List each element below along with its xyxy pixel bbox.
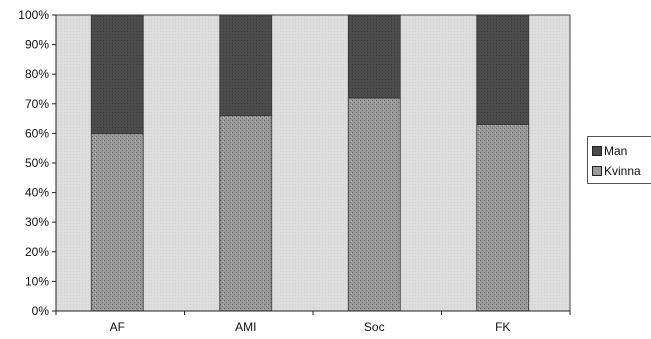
x-tick-label: AF [110,320,125,334]
bar-af-man [90,14,144,134]
y-tick-label: 0% [32,304,50,318]
y-tick-label: 90% [25,38,49,52]
legend-label-kvinna: Kvinna [604,164,641,178]
x-tick-label: Soc [364,320,385,334]
bar-soc-kvinna [347,97,401,312]
y-tick-label: 80% [25,67,49,81]
x-tick-label: FK [495,320,510,334]
bar-fk-man [476,14,530,125]
y-tick-label: 30% [25,215,49,229]
y-tick-label: 50% [25,156,49,170]
bar-fk-kvinna [476,124,530,312]
legend: Man Kvinna [587,136,651,184]
y-tick-label: 20% [25,245,49,259]
y-tick-label: 10% [25,274,49,288]
legend-label-man: Man [604,144,628,158]
y-tick-label: 60% [25,126,49,140]
y-tick-label: 100% [18,8,49,22]
legend-swatch-man [592,146,602,156]
legend-item-man: Man [592,144,627,158]
y-tick-label: 70% [25,97,49,111]
legend-swatch-kvinna [592,166,602,176]
y-tick-label: 40% [25,186,49,200]
legend-item-kvinna: Kvinna [592,164,641,178]
bar-af-kvinna [90,132,144,312]
bar-soc-man [347,14,401,99]
bar-ami-man [219,14,273,117]
bar-ami-kvinna [219,115,273,312]
x-tick-label: AMI [235,320,256,334]
